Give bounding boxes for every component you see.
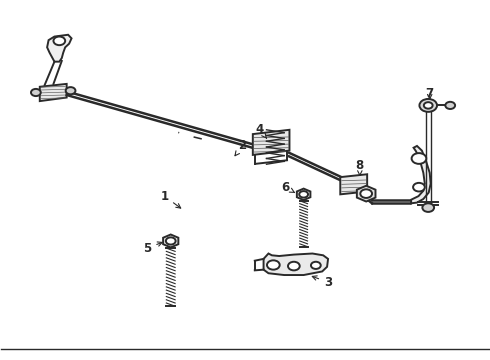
Circle shape bbox=[299, 191, 308, 198]
Polygon shape bbox=[340, 174, 367, 194]
Circle shape bbox=[66, 87, 75, 94]
Text: 1: 1 bbox=[160, 190, 181, 208]
Text: 7: 7 bbox=[426, 87, 434, 100]
Circle shape bbox=[422, 203, 434, 212]
Circle shape bbox=[424, 102, 433, 109]
Polygon shape bbox=[411, 146, 431, 203]
Circle shape bbox=[31, 89, 41, 96]
Text: 2: 2 bbox=[235, 139, 246, 156]
Polygon shape bbox=[253, 130, 290, 155]
Circle shape bbox=[445, 102, 455, 109]
Circle shape bbox=[419, 99, 437, 112]
Circle shape bbox=[311, 262, 321, 269]
Polygon shape bbox=[297, 189, 310, 200]
Circle shape bbox=[413, 183, 425, 192]
Polygon shape bbox=[40, 84, 67, 101]
Text: 3: 3 bbox=[312, 276, 332, 289]
Polygon shape bbox=[264, 253, 328, 275]
Circle shape bbox=[53, 37, 65, 45]
Text: 5: 5 bbox=[143, 242, 162, 255]
Text: 6: 6 bbox=[281, 181, 294, 194]
Text: 8: 8 bbox=[356, 159, 364, 175]
Polygon shape bbox=[163, 234, 178, 247]
Polygon shape bbox=[357, 186, 375, 202]
Circle shape bbox=[288, 262, 300, 270]
Circle shape bbox=[166, 237, 175, 244]
Circle shape bbox=[360, 189, 372, 198]
Circle shape bbox=[267, 260, 280, 270]
Text: 4: 4 bbox=[255, 123, 267, 138]
Polygon shape bbox=[47, 35, 72, 62]
Circle shape bbox=[412, 153, 426, 164]
